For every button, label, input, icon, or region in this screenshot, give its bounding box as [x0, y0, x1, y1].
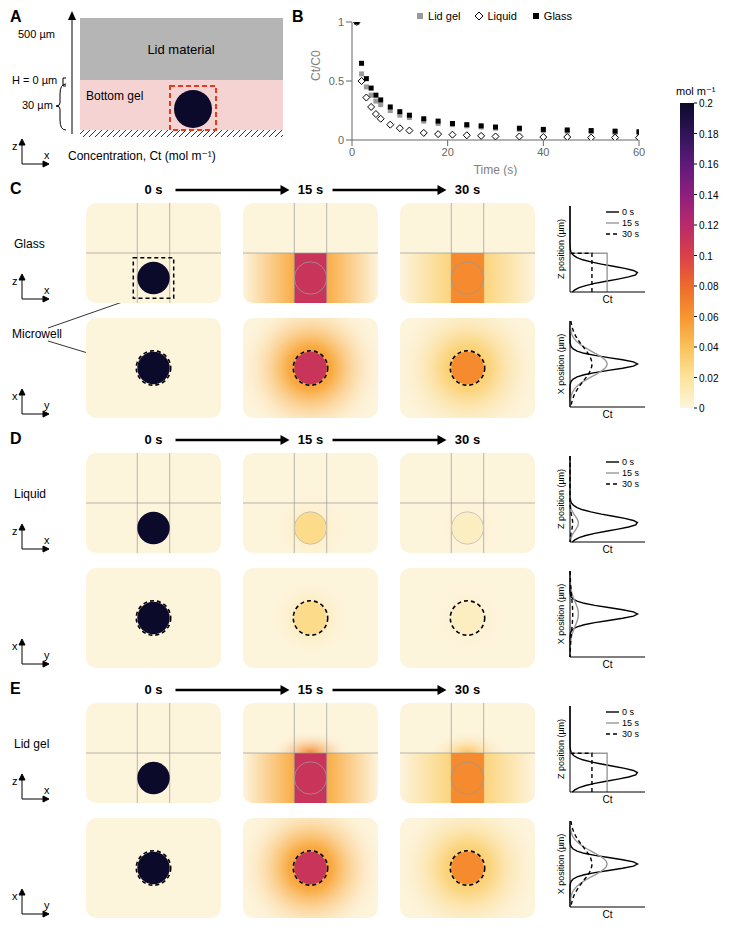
svg-text:H = 0 µm: H = 0 µm — [12, 74, 57, 86]
svg-text:Bottom gel: Bottom gel — [86, 89, 143, 103]
svg-text:500 µm: 500 µm — [18, 28, 55, 40]
svg-text:Z position (µm): Z position (µm) — [556, 469, 566, 529]
svg-text:x: x — [12, 640, 18, 652]
svg-text:z: z — [12, 140, 18, 152]
svg-text:0.18: 0.18 — [699, 129, 719, 140]
svg-text:30 s: 30 s — [455, 432, 480, 447]
svg-text:0.08: 0.08 — [699, 281, 719, 292]
svg-text:15 s: 15 s — [298, 682, 323, 697]
svg-text:z: z — [12, 775, 18, 787]
svg-text:Z position (µm): Z position (µm) — [556, 719, 566, 779]
svg-text:20: 20 — [442, 146, 454, 158]
svg-text:30 s: 30 s — [455, 682, 480, 697]
html-text:Lid gel: Lid gel — [428, 10, 461, 22]
svg-text:Lid gel: Lid gel — [14, 737, 49, 751]
svg-text:Ct: Ct — [603, 409, 613, 420]
svg-text:Ct: Ct — [603, 909, 613, 920]
svg-text:X position (µm): X position (µm) — [556, 584, 566, 645]
svg-text:0.2: 0.2 — [699, 98, 713, 109]
svg-text:z: z — [12, 275, 18, 287]
svg-text:x: x — [44, 784, 50, 796]
html-text:Liquid: Liquid — [487, 10, 517, 22]
svg-text:E: E — [10, 680, 21, 697]
svg-text:0.04: 0.04 — [699, 342, 719, 353]
svg-text:Glass: Glass — [14, 237, 45, 251]
svg-text:30 µm: 30 µm — [22, 99, 53, 111]
svg-text:0 s: 0 s — [144, 682, 162, 697]
svg-text:0: 0 — [338, 134, 344, 146]
svg-text:15 s: 15 s — [622, 218, 640, 228]
svg-text:x: x — [12, 890, 18, 902]
svg-text:Ct: Ct — [603, 544, 613, 555]
svg-text:z: z — [12, 525, 18, 537]
svg-text:0.5: 0.5 — [329, 75, 344, 87]
svg-text:0.14: 0.14 — [699, 190, 719, 201]
svg-text:Ct: Ct — [603, 659, 613, 670]
svg-text:y: y — [44, 649, 50, 661]
svg-text:y: y — [44, 399, 50, 411]
svg-text:Time (s): Time (s) — [474, 163, 518, 176]
svg-text:30 s: 30 s — [455, 182, 480, 197]
svg-text:1: 1 — [338, 16, 344, 28]
svg-text:15 s: 15 s — [622, 718, 640, 728]
svg-text:40: 40 — [537, 146, 549, 158]
svg-text:0.06: 0.06 — [699, 312, 719, 323]
html-text:Glass: Glass — [543, 10, 572, 22]
svg-text:Lid material: Lid material — [147, 42, 214, 57]
svg-text:Ct/C0: Ct/C0 — [309, 50, 323, 81]
svg-text:30 s: 30 s — [622, 229, 640, 239]
svg-text:0: 0 — [349, 146, 355, 158]
svg-text:y: y — [44, 899, 50, 911]
svg-text:x: x — [44, 284, 50, 296]
svg-text:60: 60 — [633, 146, 645, 158]
svg-text:D: D — [10, 430, 22, 447]
svg-text:0 s: 0 s — [144, 182, 162, 197]
svg-text:0.12: 0.12 — [699, 220, 719, 231]
svg-text:0 s: 0 s — [622, 457, 635, 467]
svg-text:0.16: 0.16 — [699, 159, 719, 170]
svg-text:15 s: 15 s — [622, 468, 640, 478]
svg-text:A: A — [10, 8, 22, 25]
svg-text:30 s: 30 s — [622, 479, 640, 489]
svg-text:Z position (µm): Z position (µm) — [556, 219, 566, 279]
svg-text:15 s: 15 s — [298, 182, 323, 197]
svg-text:0 s: 0 s — [622, 707, 635, 717]
svg-text:30 s: 30 s — [622, 729, 640, 739]
svg-text:Ct: Ct — [603, 294, 613, 305]
svg-text:x: x — [44, 149, 50, 161]
svg-text:x: x — [44, 534, 50, 546]
svg-text:Ct: Ct — [603, 794, 613, 805]
svg-text:0 s: 0 s — [144, 432, 162, 447]
svg-text:mol m⁻¹: mol m⁻¹ — [676, 85, 716, 97]
svg-text:B: B — [292, 8, 304, 25]
svg-text:C: C — [10, 180, 22, 197]
svg-text:X position (µm): X position (µm) — [556, 834, 566, 895]
svg-text:0: 0 — [699, 403, 705, 414]
svg-text:0.02: 0.02 — [699, 373, 719, 384]
svg-text:0 s: 0 s — [622, 207, 635, 217]
svg-text:Concentration, Ct (mol m⁻¹): Concentration, Ct (mol m⁻¹) — [68, 149, 216, 163]
svg-text:X position (µm): X position (µm) — [556, 334, 566, 395]
svg-text:0.1: 0.1 — [699, 251, 713, 262]
svg-text:Liquid: Liquid — [14, 487, 46, 501]
svg-text:Microwell: Microwell — [12, 327, 62, 341]
svg-text:15 s: 15 s — [298, 432, 323, 447]
svg-text:x: x — [12, 390, 18, 402]
